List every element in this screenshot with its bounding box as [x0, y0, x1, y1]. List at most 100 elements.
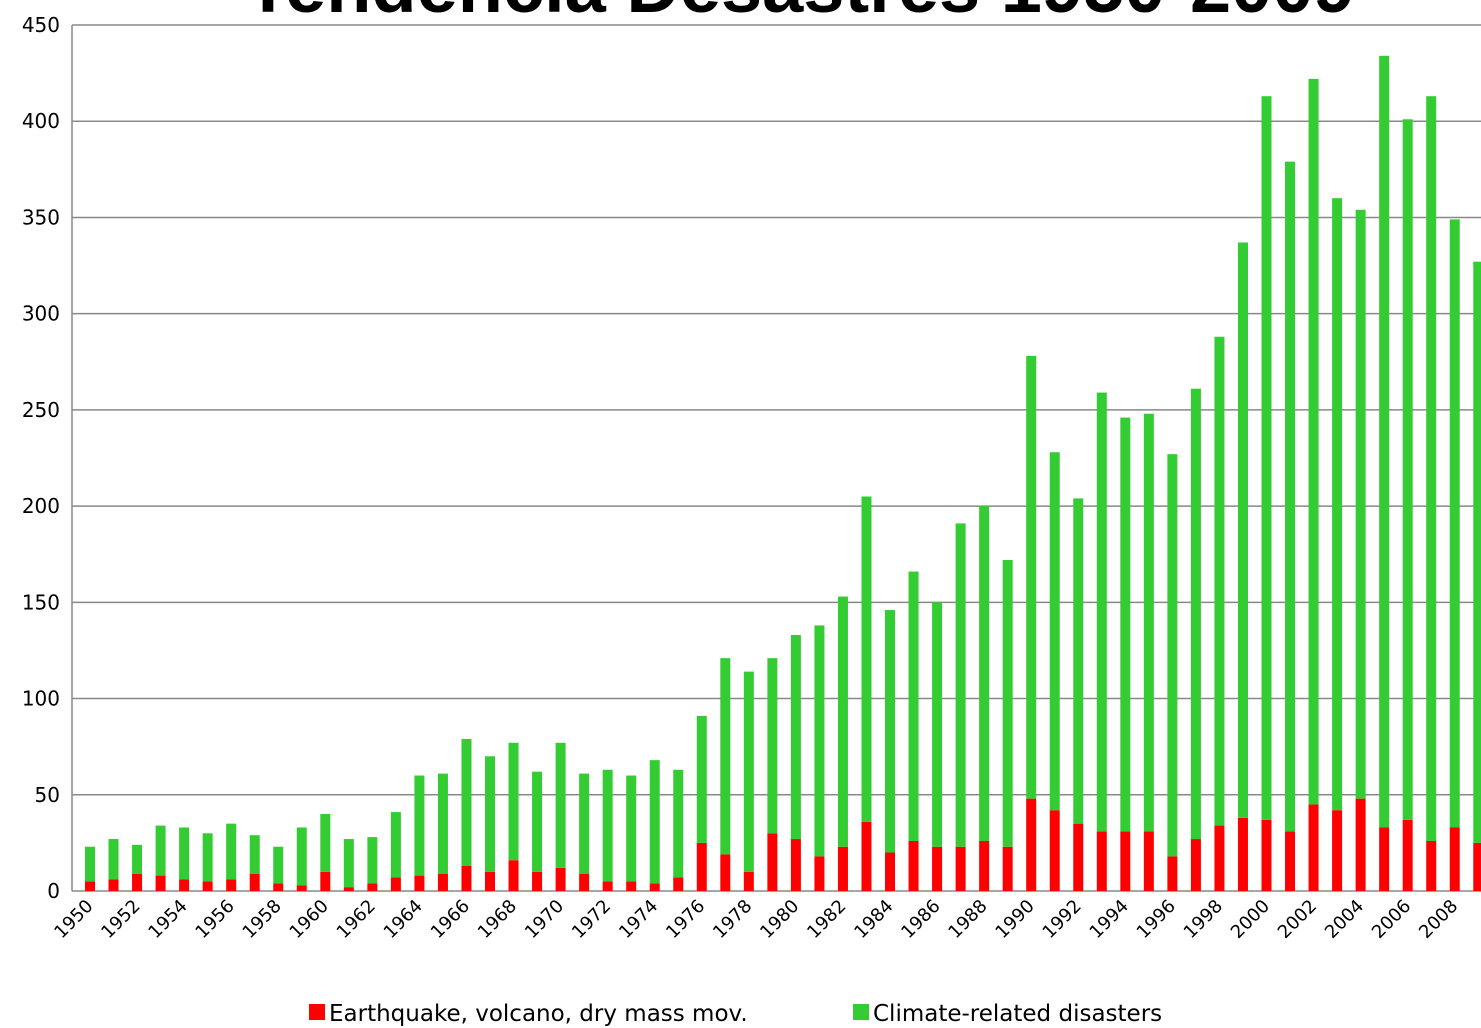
- bar-segment: [1261, 96, 1272, 820]
- x-tick-label: 1960: [286, 896, 333, 943]
- bar-segment: [861, 821, 872, 891]
- bar-segment: [932, 846, 943, 891]
- bar-segment: [249, 873, 260, 891]
- x-tick-label: 1964: [380, 896, 427, 943]
- bar-segment: [979, 506, 990, 841]
- x-tick-label: 1978: [709, 896, 756, 943]
- bar-segment: [1426, 840, 1437, 891]
- bar-segment: [1143, 413, 1154, 832]
- bar-segment: [179, 827, 190, 880]
- bar-segment: [179, 879, 190, 891]
- bar-segment: [1120, 417, 1131, 832]
- bar-segment: [1096, 392, 1107, 832]
- y-tick-label: 100: [22, 687, 60, 711]
- bar-segment: [696, 715, 707, 843]
- bar-segment: [649, 883, 660, 891]
- bar-segment: [1402, 819, 1413, 891]
- bar-segment: [132, 873, 143, 891]
- x-tick-label: 1990: [991, 896, 1038, 943]
- bar-segment: [1143, 831, 1154, 891]
- x-tick-label: 1980: [756, 896, 803, 943]
- bar-segment: [1214, 336, 1225, 826]
- bar-segment: [1379, 55, 1390, 828]
- bar-segment: [885, 852, 896, 891]
- bar-segment: [1002, 559, 1013, 847]
- x-tick-label: 2008: [1415, 896, 1462, 943]
- x-tick-label: 1982: [803, 896, 850, 943]
- bar-segment: [508, 860, 519, 891]
- x-tick-label: 1962: [333, 896, 380, 943]
- bar-segment: [579, 873, 590, 891]
- bar-segment: [1473, 261, 1481, 843]
- x-tick-label: 1970: [521, 896, 568, 943]
- bar-segment: [343, 839, 354, 888]
- legend-label: Climate-related disasters: [873, 1001, 1162, 1027]
- bar-segment: [1073, 823, 1084, 891]
- bar-segment: [155, 825, 166, 876]
- bar-segment: [1473, 842, 1481, 891]
- bar-segment: [1049, 810, 1060, 891]
- bar-segment: [767, 658, 778, 834]
- bar-segment: [414, 875, 425, 891]
- bar-segment: [1026, 798, 1037, 891]
- legend-swatch: [853, 1004, 869, 1020]
- bar-segment: [885, 610, 896, 853]
- bar-segment: [1096, 831, 1107, 891]
- bar-segment: [649, 760, 660, 884]
- y-tick-label: 50: [35, 783, 60, 807]
- x-tick-label: 1986: [897, 896, 944, 943]
- y-tick-label: 0: [47, 879, 60, 903]
- bar-segment: [602, 881, 613, 891]
- y-tick-label: 350: [22, 205, 60, 229]
- bar-segment: [908, 840, 919, 891]
- bar-segment: [626, 881, 637, 891]
- legend-swatch: [309, 1004, 325, 1020]
- bar-segment: [390, 877, 401, 891]
- bar-segment: [273, 846, 284, 884]
- legend-label: Earthquake, volcano, dry mass mov.: [329, 1001, 748, 1027]
- bar-segment: [673, 769, 684, 878]
- bar-segment: [1049, 452, 1060, 811]
- bar-segment: [1073, 498, 1084, 824]
- bar-segment: [461, 738, 472, 866]
- y-tick-label: 150: [22, 590, 60, 614]
- bar-segment: [508, 742, 519, 861]
- bar-segment: [1285, 161, 1296, 832]
- bar-segment: [1167, 856, 1178, 891]
- y-tick-label: 300: [22, 302, 60, 326]
- chart-title: Tendencia Desastres 1950-2009: [245, 0, 1354, 28]
- x-tick-label: 1988: [944, 896, 991, 943]
- bar-segment: [1120, 831, 1131, 891]
- bar-segment: [743, 871, 754, 891]
- bar-segment: [85, 881, 95, 891]
- bar-segment: [437, 773, 448, 874]
- bar-segment: [1449, 219, 1460, 828]
- bar-segment: [155, 875, 166, 891]
- bar-segment: [437, 873, 448, 891]
- bar-segment: [743, 671, 754, 872]
- bar-segment: [1332, 810, 1343, 891]
- x-tick-label: 1974: [615, 896, 662, 943]
- x-tick-label: 1966: [427, 896, 474, 943]
- bar-segment: [85, 846, 95, 882]
- x-tick-label: 1998: [1180, 896, 1227, 943]
- bar-segment: [1285, 831, 1296, 891]
- bar-segment: [790, 635, 801, 840]
- bar-segment: [555, 867, 566, 891]
- bar-segment: [132, 844, 143, 874]
- bar-segment: [837, 596, 848, 847]
- bar-segment: [814, 625, 825, 857]
- bar-segment: [696, 842, 707, 891]
- bar-segment: [414, 775, 425, 876]
- bar-segment: [367, 883, 378, 891]
- x-tick-label: 1954: [144, 896, 191, 943]
- y-tick-label: 450: [22, 13, 60, 37]
- bar-segment: [814, 856, 825, 891]
- bar-segment: [320, 814, 331, 872]
- bar-segment: [461, 865, 472, 891]
- bar-segment: [955, 523, 966, 847]
- bar-segment: [1308, 78, 1319, 805]
- bar-segment: [532, 771, 543, 872]
- bar-segment: [908, 571, 919, 841]
